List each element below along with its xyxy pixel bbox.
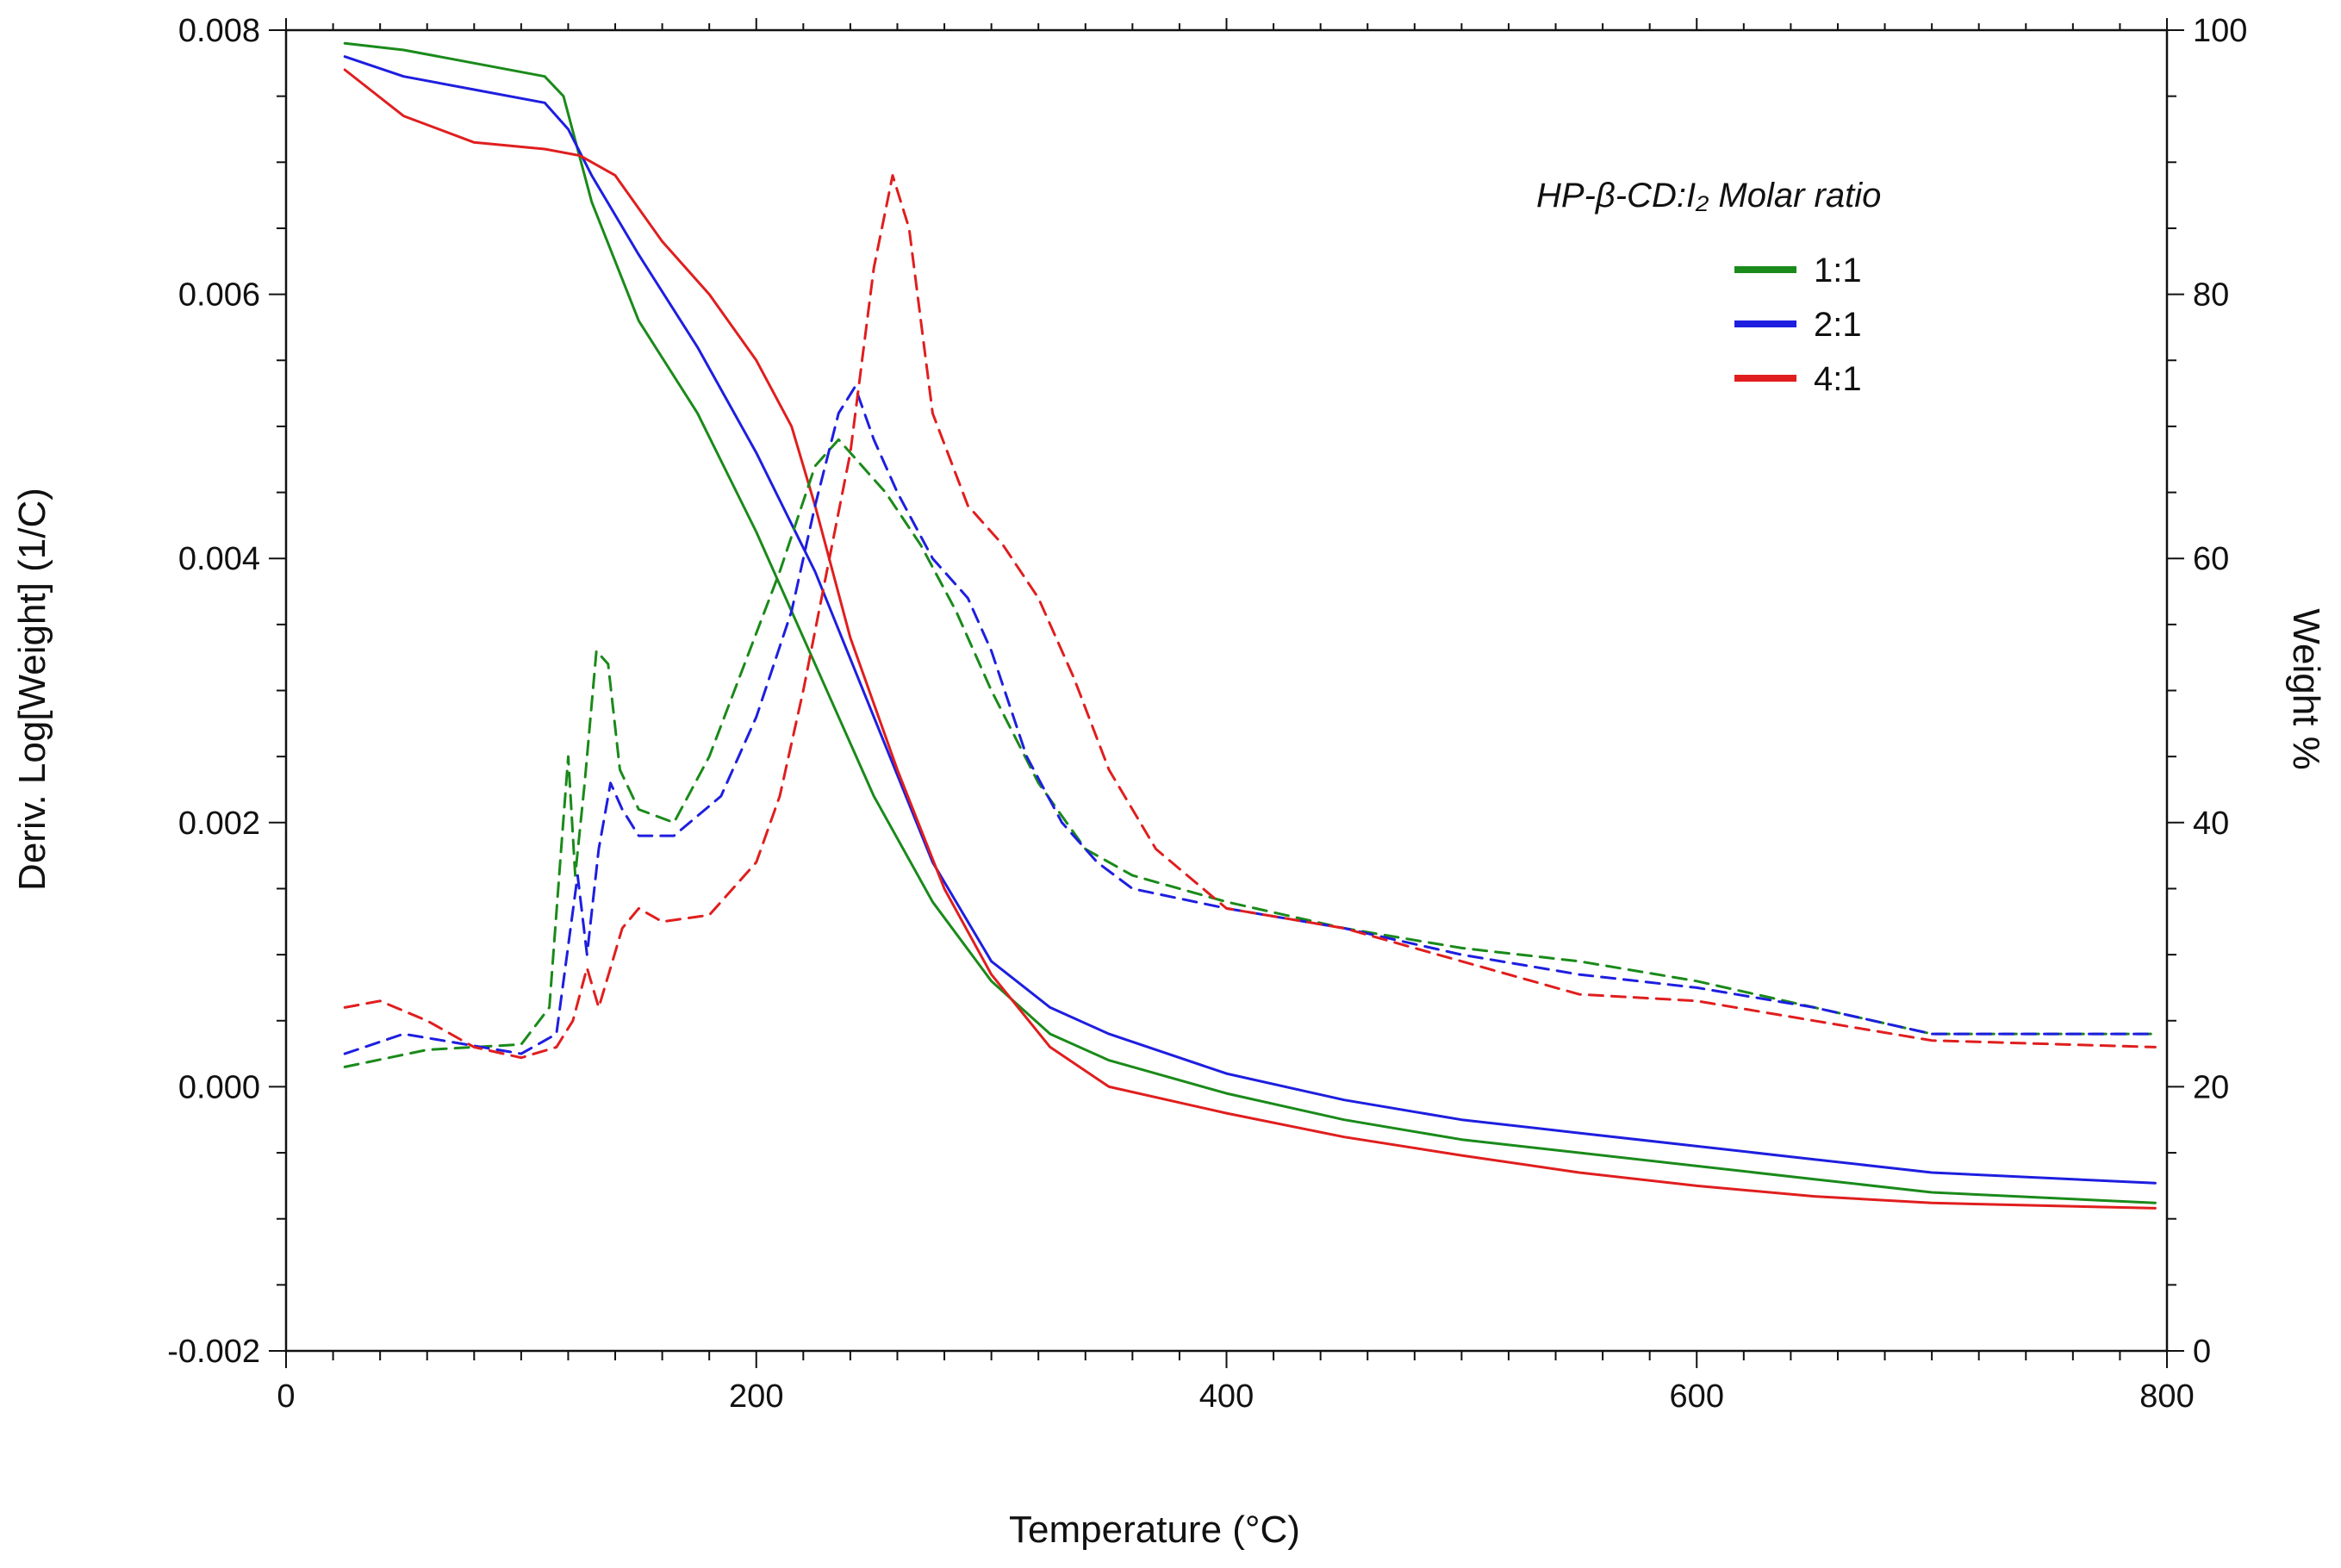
legend-title: HP-β-CD:I₂ Molar ratio	[1536, 177, 1881, 215]
tick-labels: 0 200 400 600 800-0.0020.0000.0020.0040.0060…	[167, 13, 2247, 1415]
y-left-tick-label: 0.008	[178, 13, 260, 49]
series-line-1-1-weight	[343, 41, 2157, 1204]
y-left-tick-label: 0.002	[178, 806, 260, 842]
y-right-tick-label: 100	[2193, 13, 2247, 49]
y-left-tick-label: 0.006	[178, 277, 260, 314]
y-left-tick-label: 0.004	[178, 541, 260, 577]
y-right-tick-label: 60	[2193, 541, 2229, 577]
legend: HP-β-CD:I₂ Molar ratio 1:1 2:1 4:1	[1536, 177, 1881, 398]
y-right-tick-label: 80	[2193, 277, 2229, 314]
y-left-tick-label: 0.000	[178, 1069, 260, 1105]
legend-entries: 1:1 2:1 4:1	[1734, 252, 1862, 398]
legend-label: 4:1	[1814, 360, 1862, 398]
series-layer	[343, 41, 2157, 1210]
series-line-4-1-deriv	[343, 174, 2157, 1060]
axis-ticks	[269, 18, 2184, 1368]
x-axis-title: Temperature (°C)	[1009, 1509, 1300, 1551]
y-left-tick-label: -0.002	[167, 1334, 260, 1370]
y-right-tick-label: 40	[2193, 806, 2229, 842]
x-tick-label: 600	[1670, 1378, 1724, 1415]
x-tick-label: 800	[2139, 1378, 2194, 1415]
legend-label: 1:1	[1814, 252, 1862, 289]
y-axis-right-title: Weight %	[2285, 608, 2327, 770]
y-right-tick-label: 0	[2193, 1334, 2211, 1370]
x-tick-label: 200	[729, 1378, 783, 1415]
y-axis-left-title: Deriv. Log[Weight] (1/C)	[11, 488, 53, 891]
series-line-2-1-deriv	[343, 385, 2157, 1055]
series-line-4-1-weight	[343, 68, 2157, 1210]
x-tick-label: 0	[277, 1378, 295, 1415]
y-right-tick-label: 20	[2193, 1069, 2229, 1105]
legend-label: 2:1	[1814, 306, 1862, 344]
x-tick-label: 400	[1199, 1378, 1254, 1415]
